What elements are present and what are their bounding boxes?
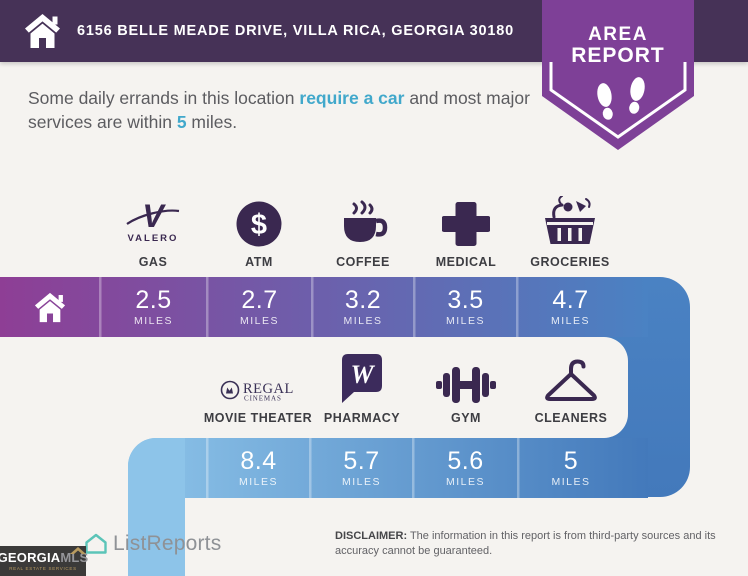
disclaimer-label: DISCLAIMER: — [335, 530, 408, 542]
amenity-label: PHARMACY — [323, 411, 401, 425]
svg-text:CINEMAS: CINEMAS — [244, 395, 282, 403]
disclaimer-text: DISCLAIMER: The information in this repo… — [335, 529, 733, 560]
distance-cell-gym: 5.6 MILES — [413, 438, 518, 498]
distance-cell-movie-theater: 8.4 MILES — [207, 438, 310, 498]
intro-post: miles. — [186, 112, 238, 133]
listreports-wordmark: ListReports — [113, 532, 222, 555]
amenity-medical: MEDICAL — [410, 192, 522, 269]
amenity-coffee: COFFEE — [307, 192, 419, 269]
medical-cross-icon — [410, 192, 522, 248]
walgreens-icon: W — [306, 348, 418, 404]
distance-cell-gas: 2.5 MILES — [100, 277, 207, 337]
distance-unit: MILES — [551, 476, 591, 488]
regal-cinemas-icon: REGAL CINEMAS — [202, 348, 314, 404]
intro-pre: Some daily errands in this location — [28, 88, 300, 108]
amenity-label: COFFEE — [336, 255, 390, 269]
distance-value: 3.5 — [447, 286, 484, 314]
distance-cell-groceries: 4.7 MILES — [517, 277, 624, 337]
coffee-cup-icon — [307, 192, 419, 248]
badge-title-line1: AREA — [588, 24, 648, 45]
intro-text: Some daily errands in this location requ… — [28, 86, 573, 134]
distance-unit: MILES — [238, 476, 278, 488]
distance-value: 5.6 — [447, 447, 484, 475]
distance-cell-medical: 3.5 MILES — [414, 277, 517, 337]
intro-highlight-miles: 5 — [176, 112, 187, 133]
amenity-label: CLEANERS — [534, 411, 608, 425]
distance-cell-pharmacy: 5.7 MILES — [310, 438, 413, 498]
amenity-gym: GYM — [410, 348, 522, 425]
distance-unit: MILES — [445, 476, 485, 488]
listreports-logo: ListReports — [84, 532, 221, 556]
svg-text:W: W — [350, 360, 375, 389]
amenity-label: MEDICAL — [435, 255, 497, 269]
distance-unit: MILES — [445, 315, 485, 327]
intro-highlight-car: require a car — [299, 88, 405, 108]
distance-cell-cleaners: 5 MILES — [518, 438, 624, 498]
home-icon — [25, 14, 60, 48]
amenity-cleaners: CLEANERS — [515, 348, 627, 425]
distance-unit: MILES — [550, 315, 590, 327]
distance-value: 3.2 — [344, 286, 382, 314]
georgiamls-logo: GEORGIA MLS REAL ESTATE SERVICES — [0, 546, 89, 576]
area-report-badge: AREA REPORT — [538, 0, 698, 154]
distance-value: 4.7 — [552, 286, 589, 314]
distance-cell-coffee: 3.2 MILES — [312, 277, 414, 337]
amenity-label: GYM — [451, 411, 481, 425]
amenity-label: GROCERIES — [530, 255, 610, 269]
listreports-house-icon — [85, 533, 107, 554]
distance-cell-atm: 2.7 MILES — [207, 277, 312, 337]
amenity-label: GAS — [138, 255, 168, 269]
bar-home-icon — [0, 277, 100, 337]
georgiamls-subtext: REAL ESTATE SERVICES — [9, 565, 77, 571]
amenity-gas: V VALERO GAS — [97, 192, 209, 269]
intro-mid: and most major services are within — [28, 88, 530, 133]
amenity-label: MOVIE THEATER — [203, 411, 313, 425]
svg-text:REGAL: REGAL — [243, 381, 294, 397]
valero-gas-icon: V VALERO — [97, 192, 209, 248]
badge-shape — [542, 0, 694, 150]
property-address: 6156 BELLE MEADE DRIVE, VILLA RICA, GEOR… — [77, 23, 514, 39]
amenity-groceries: GROCERIES — [514, 192, 626, 269]
distance-unit: MILES — [133, 315, 173, 327]
georgiamls-georgia: GEORGIA — [0, 549, 61, 565]
distance-value: 5.7 — [343, 447, 380, 475]
footprints-icon — [597, 77, 645, 120]
distance-value: 2.7 — [241, 286, 278, 314]
svg-text:$: $ — [251, 209, 267, 241]
svg-text:VALERO: VALERO — [128, 233, 179, 244]
distance-value: 8.4 — [240, 447, 277, 475]
badge-title-line2: REPORT — [571, 44, 665, 67]
distance-value: 5 — [563, 447, 579, 475]
disclaimer-body: The information in this report is from t… — [335, 530, 716, 558]
dollar-circle-icon: $ — [203, 192, 315, 248]
georgiamls-roof-icon — [70, 546, 87, 554]
amenity-movie-theater: REGAL CINEMAS MOVIE THEATER — [202, 348, 314, 425]
grocery-basket-icon — [514, 192, 626, 248]
georgiamls-mls: MLS — [60, 549, 89, 565]
amenity-pharmacy: W PHARMACY — [306, 348, 418, 425]
distance-unit: MILES — [239, 315, 279, 327]
distance-value: 2.5 — [135, 286, 172, 314]
amenity-atm: $ ATM — [203, 192, 315, 269]
amenity-label: ATM — [245, 255, 273, 269]
distance-unit: MILES — [343, 315, 383, 327]
dumbbell-icon — [410, 348, 522, 404]
distance-unit: MILES — [341, 476, 381, 488]
clothes-hanger-icon — [515, 348, 627, 404]
